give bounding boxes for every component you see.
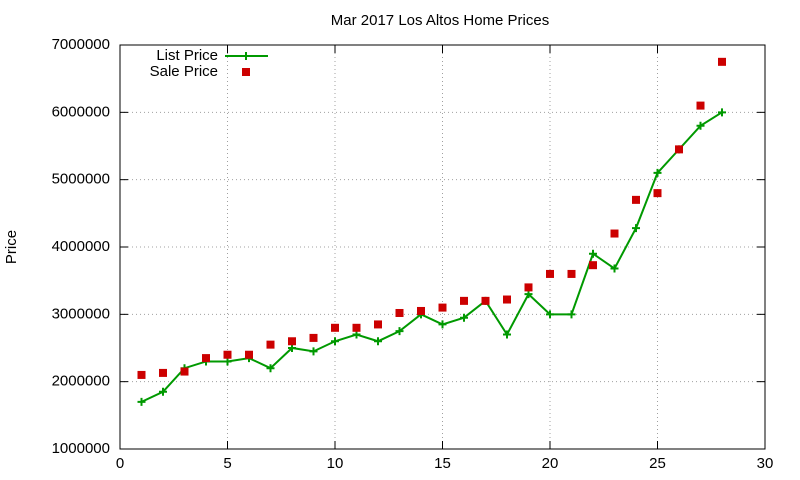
x-tick-label: 20: [542, 455, 559, 472]
point: [331, 337, 339, 346]
legend-swatch: [242, 68, 250, 76]
point: [245, 350, 253, 359]
point: [438, 303, 447, 312]
point: [696, 101, 705, 110]
point: [653, 189, 662, 198]
chart-title: Mar 2017 Los Altos Home Prices: [331, 12, 549, 29]
point: [632, 195, 640, 204]
point: [567, 310, 576, 319]
y-tick-label: 2000000: [52, 373, 110, 390]
point: [460, 313, 468, 322]
point: [481, 296, 490, 305]
legend-label: List Price: [156, 47, 218, 64]
y-tick-label: 3000000: [52, 305, 110, 322]
point: [374, 337, 382, 346]
point: [653, 168, 662, 177]
y-tick-label: 1000000: [52, 440, 110, 457]
point: [331, 323, 339, 332]
point: [202, 354, 210, 363]
point: [395, 308, 404, 317]
point: [438, 320, 447, 329]
point: [567, 269, 576, 278]
point: [460, 296, 468, 305]
y-axis-label: Price: [3, 230, 20, 264]
point: [589, 261, 597, 270]
point: [589, 249, 597, 258]
legend-swatch: [242, 52, 250, 60]
y-tick-label: 6000000: [52, 103, 110, 120]
point: [288, 344, 296, 352]
point: [503, 295, 511, 304]
point: [352, 330, 361, 339]
point: [137, 397, 146, 406]
point: [546, 310, 554, 319]
point: [718, 108, 726, 117]
plot-border: [119, 44, 766, 450]
point: [524, 283, 533, 292]
point: [137, 370, 146, 379]
y-tick-label: 4000000: [52, 238, 110, 255]
x-tick-label: 0: [116, 455, 124, 472]
point: [417, 306, 425, 315]
point: [546, 269, 554, 278]
point: [718, 57, 726, 66]
point: [395, 327, 404, 336]
point: [610, 229, 619, 238]
point: [223, 350, 232, 359]
x-tick-label: 10: [327, 455, 344, 472]
point: [524, 290, 533, 299]
point: [288, 337, 296, 346]
point: [610, 264, 619, 273]
x-tick-label: 5: [223, 455, 231, 472]
series-line: [141, 111, 723, 403]
point: [159, 368, 167, 377]
point: [309, 347, 318, 356]
y-tick-label: 7000000: [52, 36, 110, 53]
x-tick-label: 15: [434, 455, 451, 472]
legend-label: Sale Price: [150, 63, 218, 80]
point: [374, 320, 382, 329]
point: [696, 121, 705, 130]
point: [503, 330, 511, 339]
point: [180, 367, 189, 376]
x-tick-label: 25: [649, 455, 666, 472]
x-tick-label: 30: [757, 455, 774, 472]
point: [309, 333, 318, 342]
point: [223, 357, 232, 366]
point: [675, 145, 683, 154]
point: [266, 364, 275, 373]
point: [159, 387, 167, 396]
point: [266, 340, 275, 349]
point: [352, 323, 361, 332]
point: [632, 224, 640, 233]
y-tick-label: 5000000: [52, 171, 110, 188]
